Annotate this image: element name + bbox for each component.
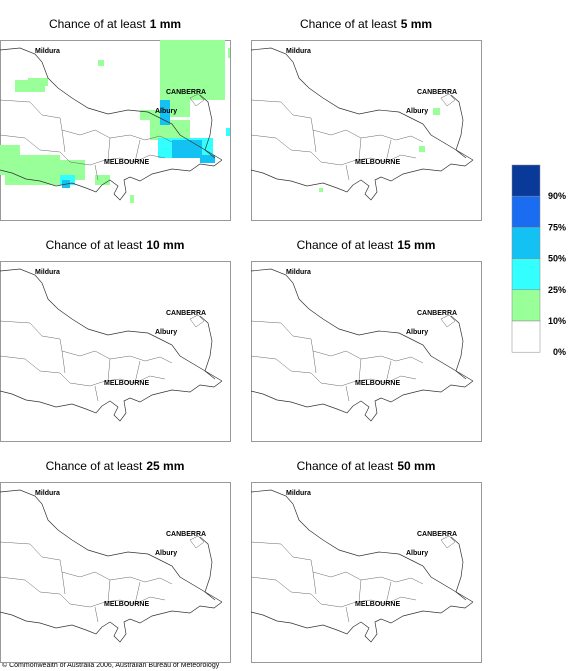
title-amount: 50 mm <box>397 459 435 473</box>
city-label: CANBERRA <box>417 310 457 317</box>
legend-label: 75% <box>548 222 566 232</box>
city-label: CANBERRA <box>166 531 206 538</box>
map-frame <box>251 40 482 221</box>
title-amount: 5 mm <box>401 17 432 31</box>
legend-swatch <box>511 227 541 259</box>
city-label: CANBERRA <box>417 89 457 96</box>
title-prefix: Chance of at least <box>46 238 143 252</box>
panel-title: Chance of at least 15 mm <box>297 238 436 252</box>
legend-swatch <box>511 289 541 322</box>
map-panel: Mildura CANBERRA Albury MELBOURNE <box>250 40 482 221</box>
title-amount: 1 mm <box>150 17 181 31</box>
map-frame <box>0 261 231 442</box>
city-label: Mildura <box>286 490 311 497</box>
panel-title: Chance of at least 1 mm <box>49 17 181 31</box>
legend-swatch <box>511 258 541 291</box>
legend-swatch <box>511 320 541 353</box>
map-frame <box>0 482 231 663</box>
city-label: Albury <box>155 550 177 557</box>
rain-area <box>200 40 222 50</box>
rain-area <box>95 175 110 185</box>
legend-label: 10% <box>548 316 566 326</box>
rain-area <box>172 140 202 158</box>
legend-label: 90% <box>548 191 566 201</box>
city-label: MELBOURNE <box>104 159 149 166</box>
title-amount: 15 mm <box>397 238 435 252</box>
city-label: Albury <box>406 550 428 557</box>
map-frame <box>251 261 482 442</box>
panel-title: Chance of at least 10 mm <box>46 238 185 252</box>
map-panel: Mildura CANBERRA Albury MELBOURNE <box>250 482 482 663</box>
map-panel: Mildura CANBERRA Albury MELBOURNE <box>0 261 231 442</box>
rain-area <box>226 128 230 136</box>
legend-swatch <box>511 164 541 197</box>
rain-area <box>433 108 440 115</box>
title-prefix: Chance of at least <box>297 459 394 473</box>
city-label: CANBERRA <box>166 89 206 96</box>
rain-area <box>228 48 230 58</box>
legend-label: 0% <box>553 347 566 357</box>
city-label: Mildura <box>286 48 311 55</box>
panel-title: Chance of at least 25 mm <box>46 459 185 473</box>
city-label: Albury <box>406 108 428 115</box>
map-panel: Mildura CANBERRA Albury MELBOURNE <box>0 482 231 663</box>
title-prefix: Chance of at least <box>297 238 394 252</box>
map-panel: Mildura CANBERRA Albury MELBOURNE <box>250 261 482 442</box>
map-frame <box>251 482 482 663</box>
panel-title: Chance of at least 5 mm <box>300 17 432 31</box>
title-prefix: Chance of at least <box>300 17 397 31</box>
legend-swatch <box>511 195 541 228</box>
city-label: Mildura <box>35 269 60 276</box>
city-label: Albury <box>155 329 177 336</box>
title-amount: 10 mm <box>146 238 184 252</box>
city-label: CANBERRA <box>166 310 206 317</box>
rain-area <box>28 78 48 86</box>
rain-area <box>140 110 170 120</box>
rain-area <box>200 155 215 163</box>
city-label: Mildura <box>35 490 60 497</box>
city-label: Mildura <box>286 269 311 276</box>
city-label: MELBOURNE <box>104 380 149 387</box>
city-label: MELBOURNE <box>355 601 400 608</box>
map-panel: Mildura CANBERRA Albury MELBOURNE <box>0 40 231 221</box>
rain-area <box>160 100 170 125</box>
city-label: MELBOURNE <box>355 380 400 387</box>
city-label: CANBERRA <box>417 531 457 538</box>
city-label: MELBOURNE <box>355 159 400 166</box>
title-prefix: Chance of at least <box>46 459 143 473</box>
rain-area <box>319 188 323 192</box>
rain-area <box>98 60 104 66</box>
title-prefix: Chance of at least <box>49 17 146 31</box>
city-label: Mildura <box>35 48 60 55</box>
city-label: Albury <box>155 108 177 115</box>
rain-area <box>419 146 425 152</box>
city-label: Albury <box>406 329 428 336</box>
copyright: © Commonwealth of Australia 2006, Austra… <box>2 661 220 669</box>
rain-area <box>130 195 134 203</box>
title-amount: 25 mm <box>146 459 184 473</box>
city-label: MELBOURNE <box>104 601 149 608</box>
panel-title: Chance of at least 50 mm <box>297 459 436 473</box>
legend-label: 50% <box>548 254 566 264</box>
legend-label: 25% <box>548 285 566 295</box>
